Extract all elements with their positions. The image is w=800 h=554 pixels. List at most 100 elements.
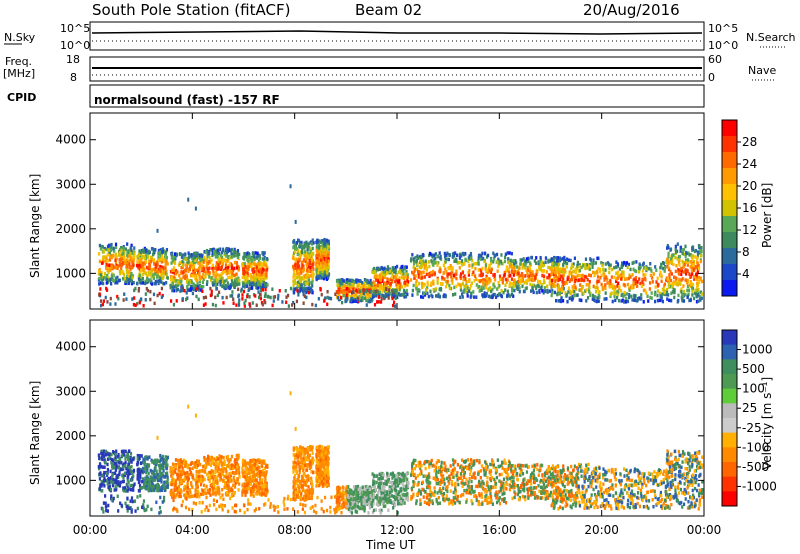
echo-cell <box>454 272 457 277</box>
echo-cell <box>614 291 617 295</box>
echo-cell <box>101 261 104 265</box>
echo-cell <box>678 268 681 273</box>
echo-cell <box>398 285 401 289</box>
echo-cell <box>141 479 144 484</box>
echo-cell <box>184 492 188 496</box>
echo-cell <box>393 275 396 279</box>
echo-cell <box>107 476 110 481</box>
echo-cell <box>178 273 181 278</box>
echo-cell <box>484 266 487 271</box>
echo-cell <box>639 281 642 286</box>
echo-cell <box>336 295 340 300</box>
echo-cell <box>125 471 128 475</box>
echo-cell <box>632 281 635 285</box>
echo-cell <box>700 292 704 296</box>
echo-cell <box>663 290 667 295</box>
echo-cell <box>115 475 118 479</box>
echo-cell <box>145 278 149 282</box>
echo-cell <box>115 449 118 453</box>
echo-cell <box>214 271 217 275</box>
echo-cell <box>211 457 214 462</box>
echo-cell <box>386 265 389 269</box>
echo-cell <box>566 299 569 304</box>
echo-cell <box>179 488 182 492</box>
echo-cell <box>512 284 515 289</box>
echo-cell <box>261 264 264 268</box>
echo-cell <box>246 294 249 299</box>
echo-cell <box>230 277 233 281</box>
echo-cell <box>197 266 201 271</box>
echo-cell <box>128 265 132 269</box>
echo-cell <box>211 247 214 252</box>
echo-cell <box>364 289 367 294</box>
echo-cell <box>293 287 297 292</box>
echo-cell <box>100 274 104 279</box>
echo-cell <box>166 262 169 266</box>
echo-cell <box>297 283 300 288</box>
echo-cell <box>295 240 299 245</box>
echo-cell <box>352 299 355 303</box>
echo-cell <box>691 263 695 267</box>
echo-cell <box>459 274 462 279</box>
echo-cell <box>141 470 144 475</box>
echo-cell <box>230 279 234 283</box>
echo-cell <box>153 258 156 262</box>
echo-cell <box>218 290 221 295</box>
echo-cell <box>190 280 194 285</box>
echo-cell <box>159 273 163 277</box>
echo-cell <box>675 264 678 268</box>
echo-cell <box>124 449 127 454</box>
echo-cell <box>615 279 618 284</box>
echo-cell <box>417 271 420 276</box>
echo-cell <box>640 284 644 288</box>
echo-cell <box>383 266 386 271</box>
echo-cell <box>506 251 509 255</box>
echo-cell <box>442 271 445 276</box>
echo-cell <box>301 244 304 249</box>
echo-cell <box>129 487 132 492</box>
echo-cell <box>296 280 300 285</box>
echo-cell <box>182 256 185 260</box>
echo-cell <box>392 267 395 272</box>
echo-cell <box>470 283 473 288</box>
echo-cell <box>399 271 402 275</box>
echo-cell <box>106 462 109 467</box>
echo-cell <box>629 275 632 279</box>
echo-cell <box>132 488 135 492</box>
echo-cell <box>113 488 116 492</box>
echo-cell <box>205 270 208 275</box>
echo-cell <box>401 275 405 280</box>
echo-cell <box>642 282 645 286</box>
echo-cell <box>351 296 354 301</box>
echo-cell <box>174 470 177 474</box>
echo-cell <box>163 459 167 463</box>
echo-cell <box>306 261 309 265</box>
echo-cell <box>390 275 393 280</box>
echo-cell <box>247 280 250 285</box>
echo-cell <box>568 296 571 301</box>
echo-cell <box>302 289 305 293</box>
echo-cell <box>685 251 689 256</box>
echo-cell <box>672 287 675 292</box>
echo-cell <box>357 279 360 283</box>
echo-cell <box>568 279 571 283</box>
echo-cell <box>191 286 194 291</box>
echo-cell <box>409 258 413 263</box>
echo-cell <box>126 457 130 461</box>
echo-cell <box>174 276 177 281</box>
echo-cell <box>147 471 150 476</box>
echo-cell <box>341 290 344 295</box>
echo-cell <box>154 279 157 284</box>
echo-cell <box>184 274 187 278</box>
echo-cell <box>489 270 493 275</box>
echo-cell <box>583 275 587 279</box>
velocity-heatmap <box>97 391 704 515</box>
echo-cell <box>243 261 246 266</box>
echo-cell <box>378 285 381 289</box>
echo-cell <box>324 248 327 252</box>
echo-cell <box>246 293 249 297</box>
echo-cell <box>417 256 420 260</box>
echo-cell <box>529 282 532 287</box>
echo-cell <box>133 482 136 486</box>
echo-cell <box>365 278 368 283</box>
